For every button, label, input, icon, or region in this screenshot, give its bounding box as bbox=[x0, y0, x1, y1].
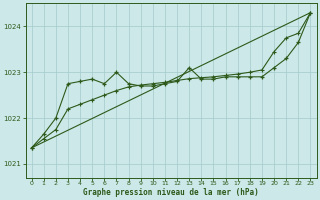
X-axis label: Graphe pression niveau de la mer (hPa): Graphe pression niveau de la mer (hPa) bbox=[83, 188, 259, 197]
